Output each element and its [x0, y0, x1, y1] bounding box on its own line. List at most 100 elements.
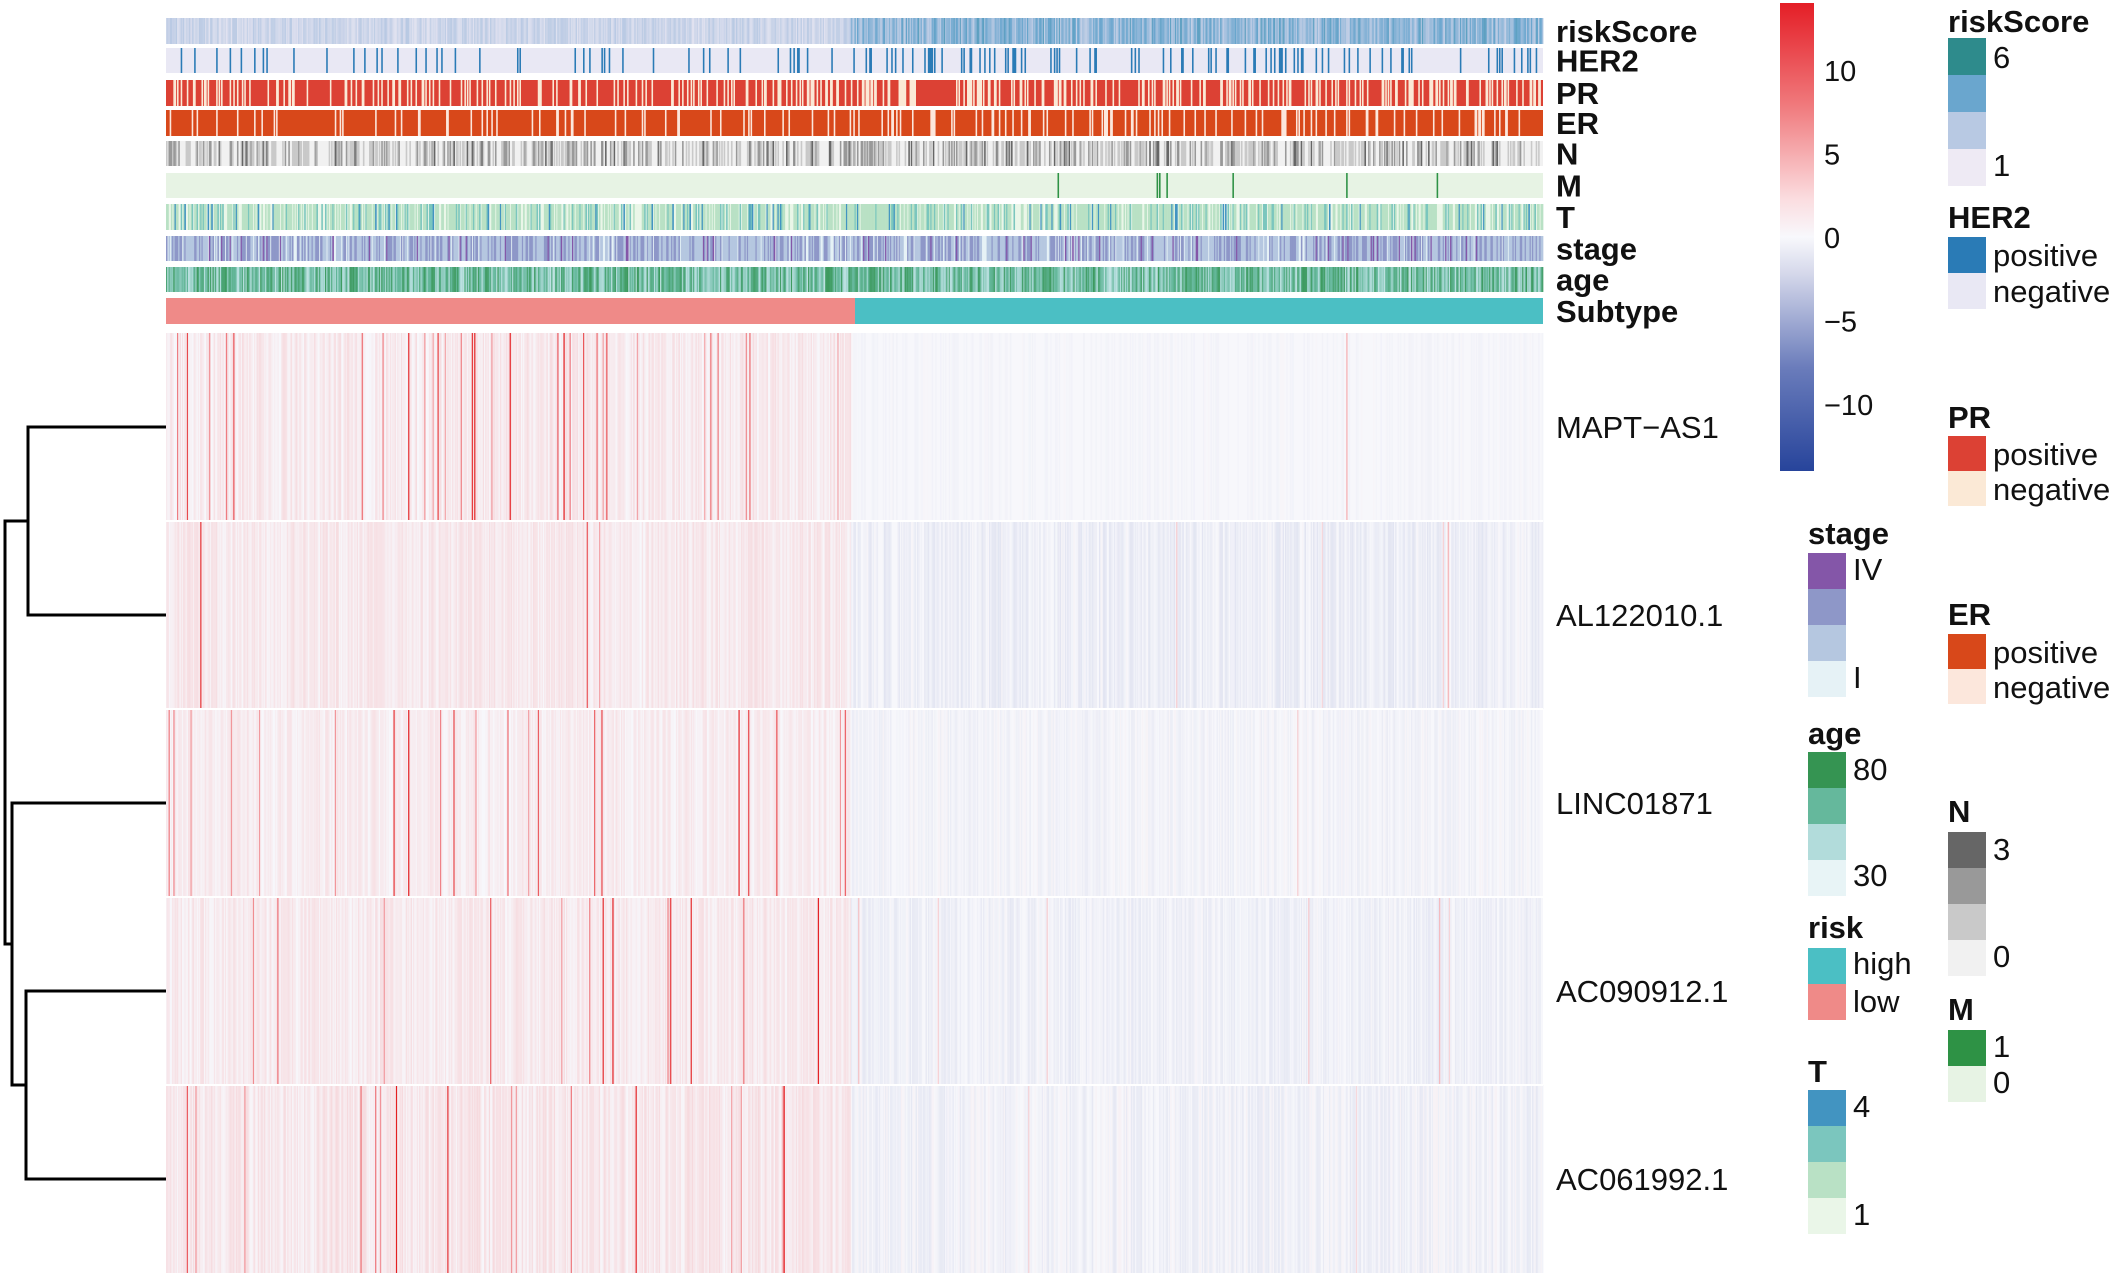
heatmap-cell — [307, 333, 310, 521]
heatmap-cell — [976, 897, 979, 1085]
heatmap-cell — [878, 897, 881, 1085]
heatmap-cell — [598, 709, 601, 897]
heatmap-cell — [1497, 521, 1500, 709]
heatmap-cell — [1500, 897, 1502, 1085]
heatmap-cell — [1171, 521, 1173, 709]
heatmap-cell — [646, 1085, 649, 1273]
heatmap-cell — [754, 709, 756, 897]
heatmap-cell — [1336, 1085, 1338, 1273]
heatmap-cell — [608, 1085, 611, 1273]
heatmap-cell — [351, 333, 354, 521]
heatmap-cell — [234, 521, 237, 709]
track-cell — [247, 18, 250, 44]
heatmap-cell — [306, 333, 309, 521]
heatmap-cell — [282, 1085, 284, 1273]
heatmap-cell — [1430, 897, 1433, 1085]
track-cell — [509, 18, 512, 44]
heatmap-cell — [956, 709, 958, 897]
heatmap-cell — [442, 521, 444, 709]
track-cell — [202, 18, 205, 44]
heatmap-cell — [552, 1085, 555, 1273]
heatmap-cell — [179, 709, 182, 897]
heatmap-cell — [1426, 1085, 1429, 1273]
heatmap-cell — [505, 1085, 508, 1273]
heatmap-cell — [612, 521, 614, 709]
heatmap-cell — [1502, 1085, 1505, 1273]
heatmap-cell — [482, 333, 485, 521]
heatmap-cell — [1195, 897, 1198, 1085]
heatmap-cell — [1384, 1085, 1386, 1273]
heatmap-cell — [405, 521, 408, 709]
heatmap-cell — [1476, 521, 1479, 709]
heatmap-cell — [312, 709, 315, 897]
heatmap-cell — [1267, 1085, 1270, 1273]
heatmap-cell — [1025, 521, 1028, 709]
heatmap-cell — [493, 1085, 496, 1273]
track-cell — [219, 18, 222, 44]
heatmap-cell — [1453, 521, 1456, 709]
heatmap-cell — [761, 333, 764, 521]
heatmap-cell — [601, 1085, 603, 1273]
heatmap-cell — [556, 1085, 558, 1273]
heatmap-cell — [391, 1085, 393, 1273]
heatmap-cell — [416, 1085, 419, 1273]
heatmap-cell — [1264, 709, 1266, 897]
heatmap-cell — [458, 709, 460, 897]
heatmap-cell — [960, 521, 963, 709]
track-cell — [638, 18, 640, 44]
track-cell — [683, 18, 685, 44]
heatmap-cell — [203, 709, 206, 897]
heatmap-cell — [227, 1085, 229, 1273]
heatmap-cell — [299, 521, 301, 709]
heatmap-cell — [538, 897, 541, 1085]
heatmap-cell — [416, 521, 419, 709]
heatmap-cell — [490, 521, 492, 709]
heatmap-cell — [957, 709, 959, 897]
heatmap-cell — [340, 709, 343, 897]
heatmap-cell — [1249, 333, 1252, 521]
heatmap-cell — [428, 1085, 431, 1273]
heatmap-cell — [672, 709, 674, 897]
heatmap-cell — [1475, 1085, 1478, 1273]
heatmap-cell — [1360, 709, 1363, 897]
heatmap-cell — [888, 333, 891, 521]
track-cell — [658, 18, 661, 44]
heatmap-cell — [1525, 333, 1528, 521]
heatmap-cell — [1524, 709, 1527, 897]
track-cell — [394, 18, 397, 44]
heatmap-cell — [200, 897, 202, 1085]
heatmap-cell — [1079, 521, 1082, 709]
heatmap-cell — [463, 897, 465, 1085]
heatmap-cell — [524, 897, 526, 1085]
heatmap-cell — [1129, 521, 1132, 709]
heatmap-cell — [831, 897, 833, 1085]
heatmap-cell — [189, 521, 191, 709]
heatmap-cell — [751, 1085, 754, 1273]
heatmap-cell — [1198, 897, 1200, 1085]
heatmap-cell — [786, 709, 788, 897]
heatmap-cell — [1380, 897, 1382, 1085]
heatmap-cell — [1470, 1085, 1473, 1273]
heatmap-cell — [812, 333, 815, 521]
heatmap-cell — [855, 897, 858, 1085]
track-cell — [629, 18, 632, 44]
heatmap-cell — [332, 521, 334, 709]
heatmap-cell — [1261, 1085, 1264, 1273]
heatmap-cell — [1275, 1085, 1277, 1273]
heatmap-cell — [479, 333, 481, 521]
heatmap-cell — [1415, 333, 1418, 521]
heatmap-cell — [973, 897, 975, 1085]
heatmap-cell — [1199, 897, 1201, 1085]
heatmap-cell — [306, 709, 309, 897]
heatmap-cell — [320, 897, 322, 1085]
heatmap-cell — [538, 333, 541, 521]
heatmap-cell — [556, 333, 558, 521]
track-cell — [294, 18, 296, 44]
heatmap-cell — [1146, 333, 1149, 521]
heatmap-cell — [822, 333, 825, 521]
track-cell — [572, 18, 574, 44]
heatmap-cell — [535, 521, 537, 709]
track-cell — [280, 18, 283, 44]
heatmap-cell — [366, 709, 369, 897]
heatmap-cell — [300, 521, 303, 709]
